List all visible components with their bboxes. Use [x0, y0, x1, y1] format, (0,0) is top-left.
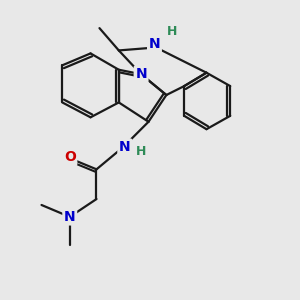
Text: N: N — [135, 67, 147, 81]
Text: H: H — [136, 145, 146, 158]
Text: N: N — [119, 140, 130, 154]
Text: N: N — [64, 210, 76, 224]
Text: O: O — [64, 150, 76, 164]
Text: N: N — [148, 38, 160, 52]
Text: H: H — [167, 25, 178, 38]
